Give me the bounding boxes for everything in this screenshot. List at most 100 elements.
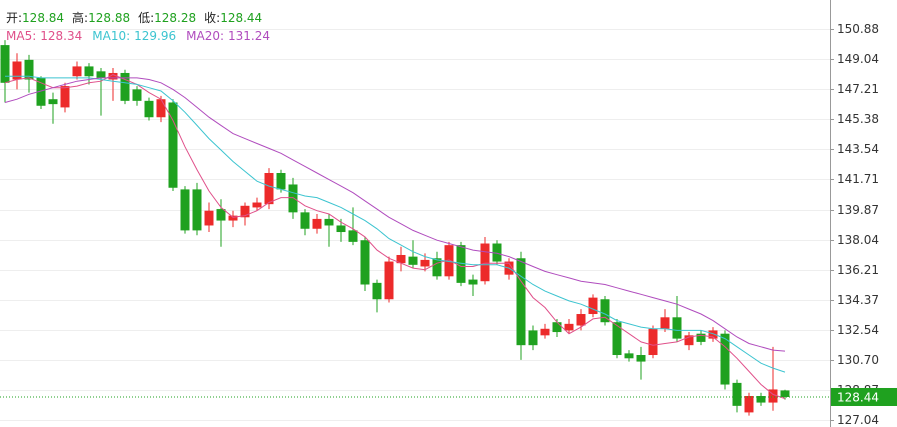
candle-body: [696, 333, 706, 342]
candle-body: [468, 279, 478, 285]
candle-body: [648, 328, 658, 356]
candle-body: [120, 72, 130, 101]
candle-body: [600, 299, 610, 323]
y-tick-label: 127.04: [837, 413, 879, 427]
ma-line: [5, 75, 786, 373]
candle-body: [180, 189, 190, 231]
candle-body: [432, 258, 442, 277]
candle-body: [480, 243, 490, 282]
candle-body: [456, 245, 466, 283]
ma-line: [4, 77, 786, 352]
ma-legend: MA5: 128.34 MA10: 129.96 MA20: 131.24: [6, 29, 270, 43]
ohlc-label: 收:: [204, 11, 220, 25]
legend-name: MA20:: [186, 29, 224, 43]
legend-name: MA10:: [92, 29, 130, 43]
candle-body: [516, 258, 526, 346]
candle-body: [36, 77, 46, 106]
candle-body: [276, 172, 286, 190]
candle-body: [528, 330, 538, 346]
candle-body: [288, 184, 298, 213]
candle-body: [0, 45, 10, 83]
y-tick-label: 150.88: [837, 22, 879, 36]
candle-body: [216, 209, 226, 221]
ohlc-label: 低:: [138, 11, 154, 25]
last-price-box: [831, 387, 897, 406]
ohlc-value: 128.44: [220, 11, 262, 25]
y-tick-label: 134.37: [837, 293, 879, 307]
y-tick-label: 145.38: [837, 112, 879, 126]
y-tick-label: 138.04: [837, 233, 879, 247]
candle-body: [720, 333, 730, 385]
ohlc-label: 高:: [72, 10, 88, 25]
candle-body: [48, 99, 58, 105]
y-tick-label: 147.21: [837, 82, 879, 96]
candle-body: [576, 314, 586, 326]
ohlc-header: 开:128.84 高:128.88 低:128.28 收:128.44: [6, 10, 262, 25]
candle-body: [348, 230, 358, 242]
candle-body: [396, 254, 406, 264]
candle-body: [228, 215, 238, 221]
candle-body: [96, 71, 106, 78]
ma-line: [4, 74, 786, 400]
candle-body: [168, 102, 178, 188]
candle-body: [624, 353, 634, 359]
candle-body: [588, 297, 598, 315]
candle-body: [372, 282, 382, 300]
candle-body: [24, 59, 34, 80]
candle-body: [780, 390, 790, 397]
candle-body: [264, 172, 274, 205]
candle-body: [144, 100, 154, 118]
candle-body: [132, 89, 142, 101]
candle-body: [540, 328, 550, 336]
candle-body: [732, 382, 742, 406]
candle-body: [384, 261, 394, 300]
candle-body: [684, 335, 694, 346]
ohlc-label: 开:: [6, 11, 22, 25]
candle-body: [336, 225, 346, 233]
candle-body: [708, 330, 718, 339]
legend-value: 128.34: [40, 29, 82, 43]
candle-body: [192, 189, 202, 231]
candle-body: [360, 240, 370, 285]
y-tick-label: 132.54: [837, 323, 879, 337]
candle-body: [252, 202, 262, 208]
candle-body: [408, 256, 418, 265]
y-tick-label: 149.04: [837, 52, 879, 66]
candle-body: [492, 243, 502, 262]
y-tick-label: 139.87: [837, 203, 879, 217]
candle-body: [660, 317, 670, 329]
ohlc-value: 128.88: [88, 11, 130, 25]
candle-body: [156, 99, 166, 118]
candle-body: [84, 66, 94, 77]
y-tick-label: 136.21: [837, 263, 879, 277]
candle-body: [768, 389, 778, 403]
candle-body: [60, 86, 70, 108]
candle-body: [612, 322, 622, 356]
candle-body: [300, 212, 310, 229]
candle-body: [564, 323, 574, 331]
candle-body: [312, 218, 322, 229]
candle-body: [420, 259, 430, 267]
legend-name: MA5:: [6, 29, 36, 43]
y-tick-label: 141.71: [837, 172, 879, 186]
candle-body: [672, 317, 682, 339]
candle-body: [636, 355, 646, 362]
last-price-label: 128.44: [837, 390, 879, 404]
legend-value: 131.24: [228, 29, 270, 43]
candle-body: [756, 396, 766, 403]
candle-body: [204, 210, 214, 226]
ohlc-value: 128.84: [22, 11, 64, 25]
legend-value: 129.96: [134, 29, 176, 43]
candle-body: [552, 322, 562, 333]
candle-body: [12, 61, 22, 80]
candle-body: [744, 396, 754, 413]
ohlc-value: 128.28: [154, 11, 196, 25]
candle-body: [72, 66, 82, 77]
candle-body: [240, 205, 250, 218]
y-tick-label: 130.70: [837, 353, 879, 367]
candle-body: [108, 72, 118, 80]
y-tick-label: 143.54: [837, 142, 879, 156]
candle-body: [444, 245, 454, 277]
candle-body: [324, 218, 334, 226]
